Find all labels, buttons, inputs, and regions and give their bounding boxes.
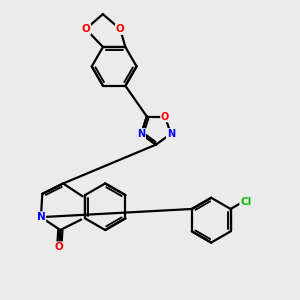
Text: O: O bbox=[116, 24, 124, 34]
Text: N: N bbox=[137, 129, 145, 139]
Text: O: O bbox=[55, 242, 64, 252]
Text: O: O bbox=[161, 112, 169, 122]
Text: O: O bbox=[81, 24, 90, 34]
Text: Cl: Cl bbox=[240, 197, 251, 207]
Text: N: N bbox=[167, 129, 175, 139]
Text: N: N bbox=[37, 212, 45, 222]
